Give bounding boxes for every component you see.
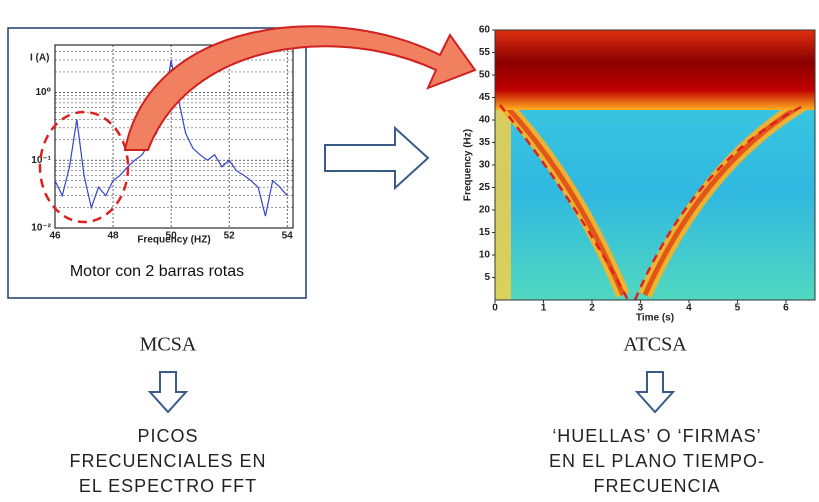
x-tick-label: 6 <box>783 303 789 314</box>
left-title: MCSA <box>140 334 197 356</box>
left-y-label: I (A) <box>30 53 49 64</box>
y-tick-label: 50 <box>479 70 491 81</box>
right-text: EN EL PLANO TIEMPO- <box>549 451 765 471</box>
right-text: ‘HUELLAS’ O ‘FIRMAS’ <box>552 426 761 446</box>
y-tick-label: 45 <box>479 92 491 103</box>
y-tick-label: 20 <box>479 205 491 216</box>
x-tick-label: 46 <box>49 231 61 242</box>
y-tick-label: 35 <box>479 137 491 148</box>
y-tick-label: 15 <box>479 227 491 238</box>
down-arrow <box>637 372 673 412</box>
x-tick-label: 1 <box>541 303 547 314</box>
x-tick-label: 52 <box>224 231 236 242</box>
y-tick-label: 10⁰ <box>35 87 51 98</box>
x-tick-label: 2 <box>589 303 595 314</box>
x-tick-label: 48 <box>107 231 119 242</box>
spectrogram-band <box>495 30 815 110</box>
y-tick-label: 30 <box>479 160 491 171</box>
y-tick-label: 60 <box>479 25 491 36</box>
slide: 464850525410⁰10⁻¹10⁻² 510152025303540455… <box>0 0 819 502</box>
y-tick-label: 55 <box>479 47 491 58</box>
left-text: EL ESPECTRO FFT <box>79 476 257 496</box>
right-title: ATCSA <box>623 334 687 356</box>
down-arrow <box>150 372 186 412</box>
y-tick-label: 5 <box>484 272 490 283</box>
right-arrow <box>325 128 428 188</box>
right-text: FRECUENCIA <box>593 476 720 496</box>
y-tick-label: 10⁻² <box>31 223 51 234</box>
x-tick-label: 5 <box>735 303 741 314</box>
right-x-label: Time (s) <box>636 313 674 324</box>
left-text: PICOS <box>137 426 198 446</box>
caption: Motor con 2 barras rotas <box>70 263 244 280</box>
left-x-label: Frequency (HZ) <box>137 235 210 246</box>
left-text: FRECUENCIALES EN <box>69 451 266 471</box>
y-tick-label: 25 <box>479 182 491 193</box>
x-tick-label: 0 <box>492 303 498 314</box>
x-tick-label: 4 <box>686 303 692 314</box>
x-tick-label: 54 <box>282 231 294 242</box>
right-y-label: Frequency (Hz) <box>463 129 474 201</box>
y-tick-label: 40 <box>479 115 491 126</box>
y-tick-label: 10 <box>479 250 491 261</box>
